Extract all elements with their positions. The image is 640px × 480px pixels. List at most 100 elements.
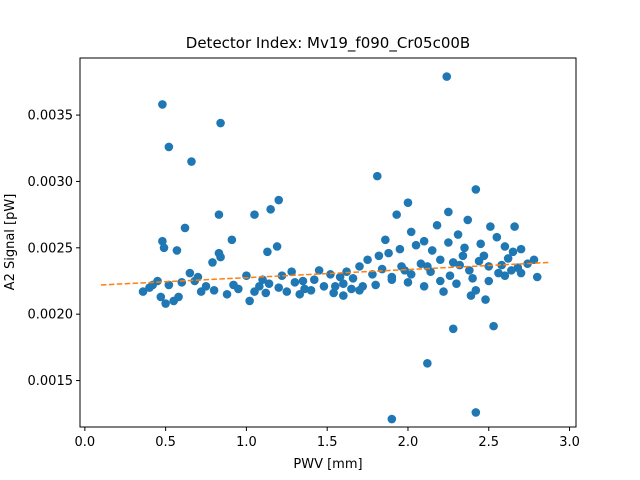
data-point: [403, 198, 413, 207]
data-point: [342, 267, 351, 277]
data-point: [180, 223, 190, 233]
data-point: [164, 280, 174, 290]
data-point: [532, 272, 542, 282]
y-tick-label: 0.0035: [28, 109, 74, 124]
data-point: [161, 299, 170, 308]
data-point: [492, 232, 502, 242]
chart-title: Detector Index: Mv19_f090_Cr05c00B: [186, 34, 470, 53]
data-point: [172, 246, 182, 255]
data-point: [395, 244, 405, 254]
x-tick-label: 0.5: [155, 435, 176, 450]
data-point: [484, 276, 494, 286]
data-point: [435, 255, 445, 265]
y-tick-label: 0.0015: [28, 374, 74, 389]
data-point: [448, 258, 458, 267]
x-tick-label: 2.5: [478, 435, 499, 450]
data-point: [419, 236, 429, 246]
data-point: [445, 271, 455, 280]
data-layer: [100, 72, 551, 424]
data-point: [242, 271, 251, 280]
data-point: [442, 72, 452, 81]
data-point: [216, 118, 225, 128]
data-point: [250, 210, 259, 219]
data-point: [196, 287, 206, 296]
data-point: [444, 207, 453, 217]
data-point: [494, 268, 503, 278]
data-point: [516, 244, 526, 254]
data-point: [339, 279, 348, 288]
data-point: [435, 276, 445, 286]
data-point: [423, 262, 432, 271]
data-point: [282, 287, 292, 296]
data-point: [261, 288, 271, 298]
data-point: [187, 157, 196, 166]
data-point: [372, 171, 382, 181]
x-tick-label: 3.0: [559, 435, 580, 450]
data-point: [277, 271, 287, 280]
data-point: [479, 251, 489, 261]
data-point: [326, 270, 335, 279]
data-point: [508, 247, 518, 257]
data-point: [306, 285, 316, 295]
data-point: [245, 296, 254, 306]
data-point: [406, 270, 416, 279]
data-point: [348, 274, 358, 283]
data-point: [229, 280, 238, 290]
data-point: [444, 238, 453, 247]
data-point: [164, 142, 174, 152]
data-point: [503, 254, 513, 263]
data-point: [287, 267, 296, 277]
data-point: [419, 282, 429, 291]
data-point: [448, 324, 458, 334]
data-point: [486, 222, 495, 231]
data-point: [476, 239, 485, 249]
axes-frame: [79, 57, 577, 428]
y-tick-label: 0.0020: [28, 308, 74, 323]
data-point: [347, 284, 356, 294]
data-point: [314, 266, 324, 275]
data-point: [387, 414, 397, 424]
x-tick-label: 0.0: [75, 435, 96, 450]
data-point: [529, 255, 539, 265]
data-point: [411, 240, 421, 250]
y-tick-label: 0.0030: [28, 175, 74, 190]
x-axis-label: PWV [mm]: [293, 457, 362, 472]
data-point: [263, 247, 272, 257]
data-point: [489, 321, 498, 331]
data-point: [432, 220, 442, 230]
data-point: [427, 246, 437, 255]
data-point: [138, 287, 148, 296]
data-point: [500, 271, 510, 280]
data-point: [250, 287, 259, 296]
data-point: [439, 287, 448, 296]
y-axis-label: A2 Signal [pW]: [3, 194, 18, 291]
data-point: [497, 260, 506, 270]
data-point: [355, 285, 364, 295]
data-point: [377, 264, 387, 274]
data-point: [368, 270, 377, 279]
x-tick-label: 1.5: [317, 435, 338, 450]
y-tick-label: 0.0025: [28, 241, 74, 256]
data-point: [460, 243, 469, 253]
x-tick-label: 1.0: [236, 435, 257, 450]
data-point: [453, 230, 463, 239]
data-point: [392, 210, 401, 219]
data-point: [298, 276, 308, 286]
plot-area: 0.0 0.5 1.0 1.5 2.0 2.5 3.0 0.0015 0.0020 0.0025…: [28, 57, 580, 450]
data-point: [516, 268, 526, 278]
data-point: [423, 358, 432, 368]
data-point: [266, 205, 275, 214]
data-point: [387, 275, 397, 284]
data-point: [158, 236, 167, 246]
data-point: [471, 408, 481, 417]
data-point: [330, 282, 340, 291]
data-point: [363, 255, 372, 265]
data-point: [329, 288, 338, 298]
data-point: [463, 215, 473, 225]
data-point: [319, 282, 329, 291]
data-point: [371, 280, 380, 290]
data-point: [500, 242, 510, 251]
data-point: [484, 262, 494, 271]
